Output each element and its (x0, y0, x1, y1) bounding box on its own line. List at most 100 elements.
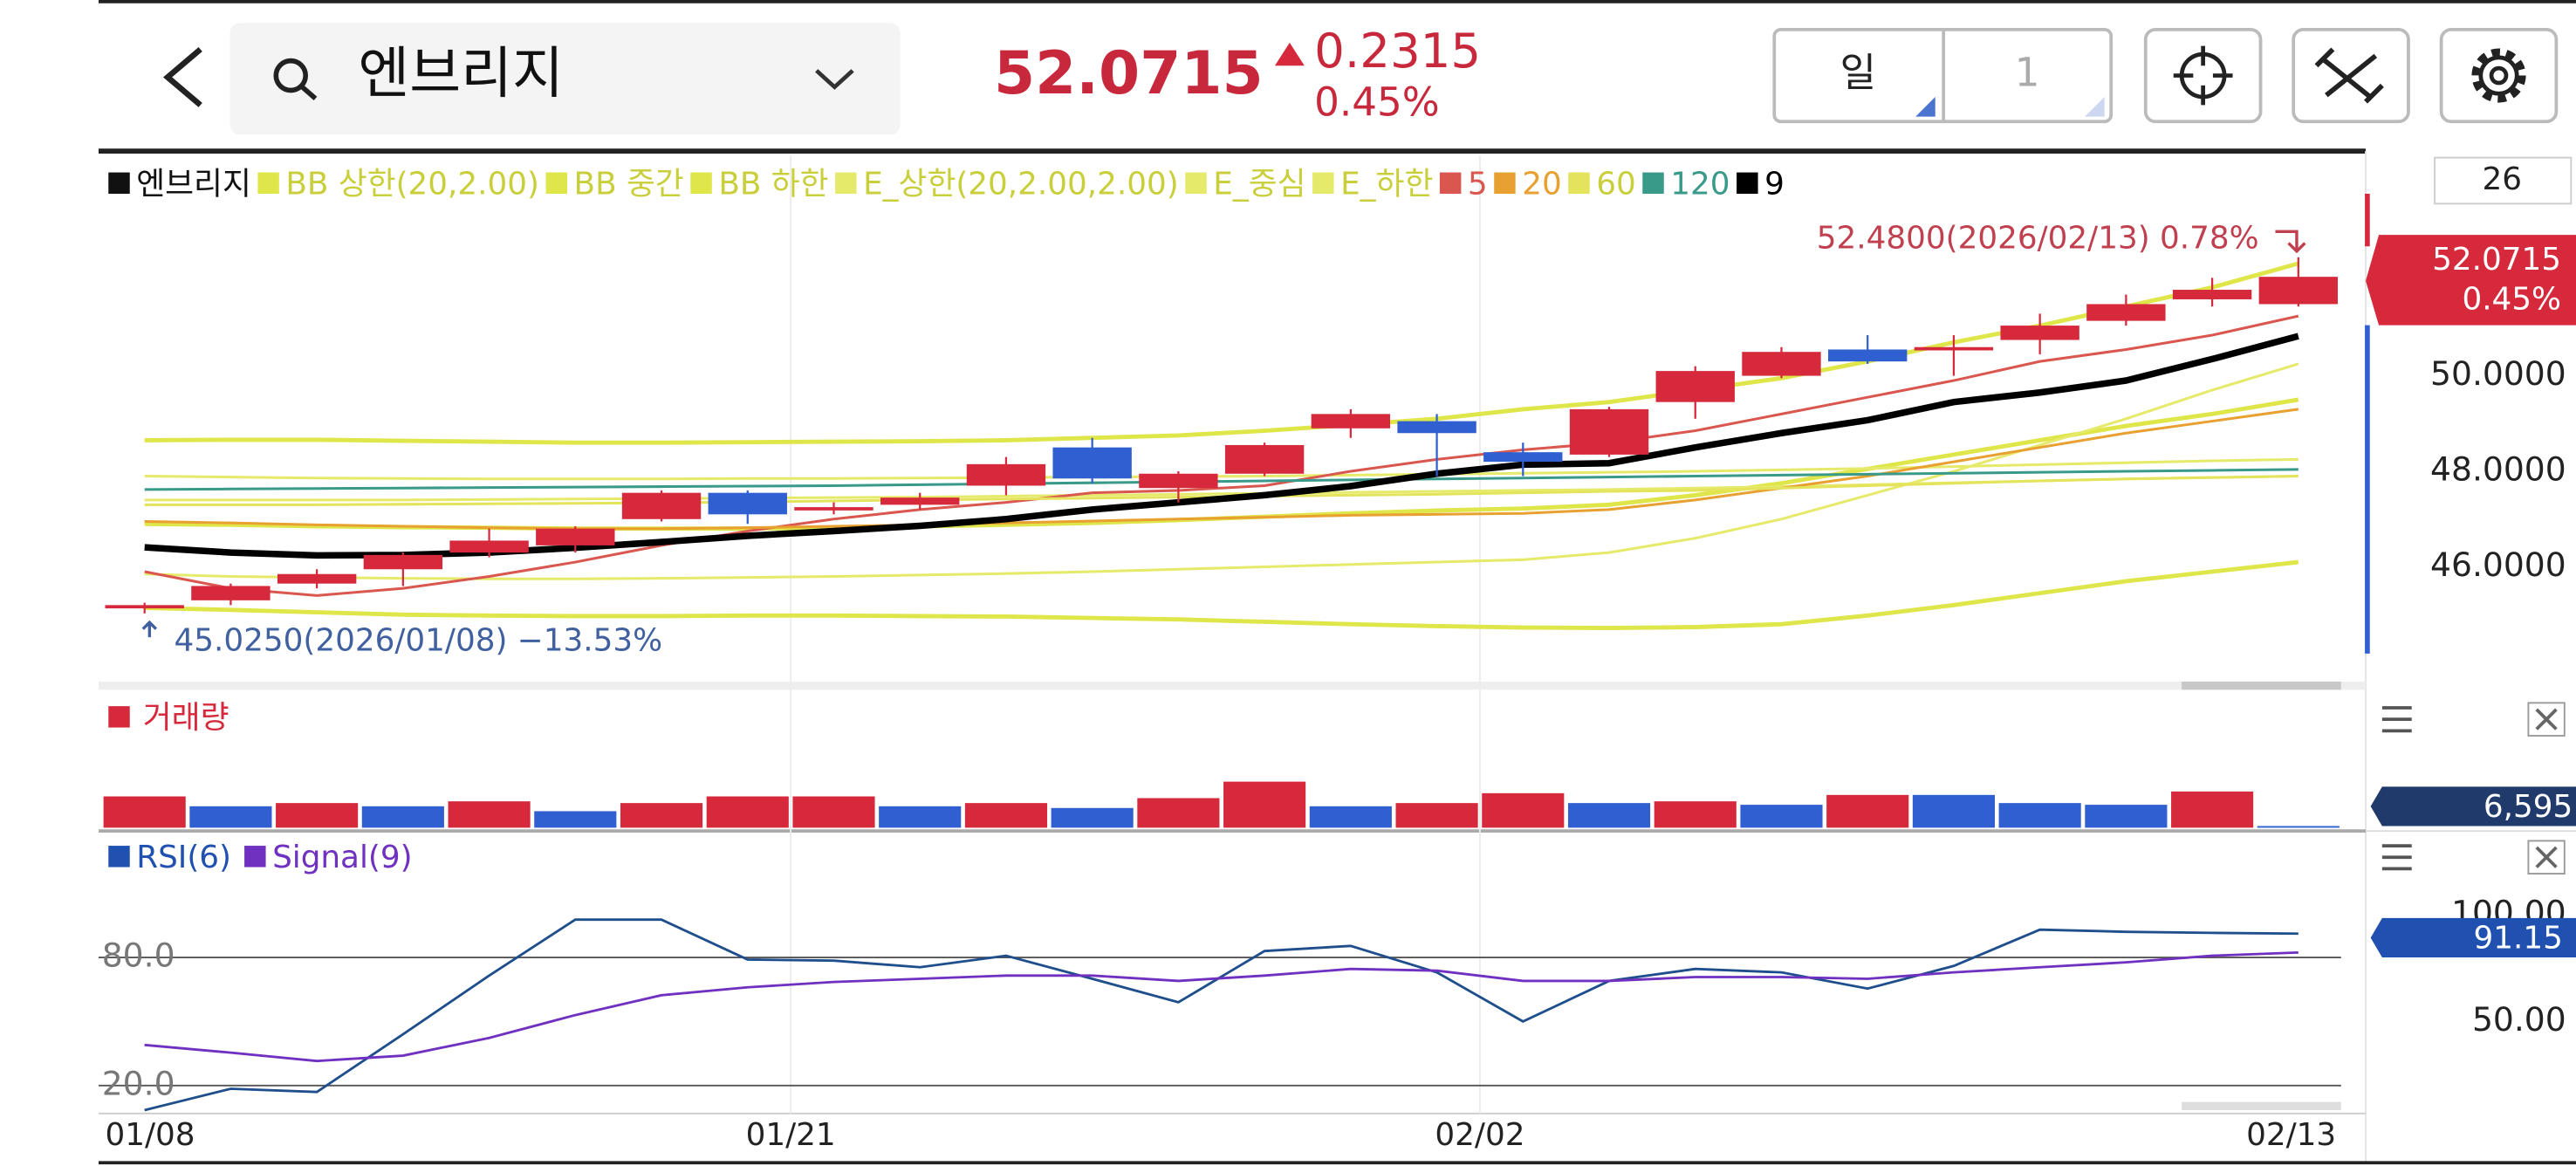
legend-label: RSI(6) (136, 840, 231, 875)
candle-body (1914, 346, 1994, 351)
volume-tag (2370, 786, 2576, 826)
y-tick-label: 80.0 (102, 936, 175, 975)
price-tag-pct: 0.45% (2462, 281, 2561, 317)
volume-bar (1740, 805, 1823, 828)
candle-body (880, 497, 960, 505)
legend-label: BB 하한 (718, 167, 828, 202)
legend-label: BB 중간 (574, 167, 684, 202)
count-box (2434, 156, 2573, 205)
panel-menu[interactable] (2381, 706, 2412, 733)
settings-button[interactable] (2439, 27, 2559, 124)
low-arrow (141, 620, 158, 638)
search-icon (300, 85, 318, 101)
crosshair-button[interactable] (2143, 27, 2263, 124)
volume-bar (792, 796, 875, 828)
volume-bar (1482, 792, 1565, 828)
legend-swatch (244, 846, 266, 868)
y-tick-label: 48.0000 (2430, 450, 2566, 489)
overlay-line (144, 314, 2299, 597)
overlay-line (144, 559, 2299, 631)
panel-close (2535, 846, 2558, 868)
candle-body (191, 586, 271, 600)
legend-label: 거래량 (143, 700, 230, 736)
candle-body (794, 507, 874, 511)
legend-swatch (835, 172, 857, 195)
candle-body (536, 528, 615, 545)
panel-close (2535, 708, 2558, 730)
x-tick-label: 01/21 (746, 1117, 836, 1153)
back-button[interactable] (162, 46, 202, 107)
panel-menu[interactable] (2381, 844, 2412, 871)
volume-bar (189, 806, 272, 828)
dropdown-icon[interactable] (815, 69, 854, 90)
corner-mark (2085, 97, 2105, 117)
low-annotation: 45.0250(2026/01/08) −13.53% (175, 623, 663, 659)
overlay-line (144, 408, 2299, 531)
candle-body (2000, 326, 2079, 340)
candle-body (966, 463, 1046, 486)
rsi-tag-value: 91.15 (2474, 920, 2563, 956)
legend-swatch (1737, 172, 1758, 195)
overlay-line (144, 362, 2299, 580)
x-tick-label: 02/13 (2246, 1117, 2336, 1153)
candle-body (2086, 304, 2166, 321)
legend-swatch (545, 172, 568, 195)
legend-swatch (690, 172, 712, 195)
up-triangle (1274, 42, 1305, 66)
y-tick-label: 20.0 (102, 1064, 175, 1102)
legend-label: Signal(9) (272, 840, 413, 875)
candle-body (1655, 371, 1735, 402)
volume-bar (1223, 781, 1306, 828)
legend-swatch (257, 172, 279, 195)
indicator-line (144, 950, 2299, 1063)
candle-body (1052, 447, 1132, 479)
search-box[interactable] (230, 23, 901, 135)
volume-bar (2171, 791, 2254, 828)
volume-bar (276, 803, 359, 828)
settings-icon (2478, 55, 2519, 96)
legend-label: 120 (1670, 167, 1730, 202)
volume-bar (2085, 805, 2168, 828)
period-count[interactable]: 1 (2015, 50, 2040, 96)
y2-tick-label: 50.00 (2472, 1000, 2566, 1039)
legend-label: E_중심 (1213, 167, 1305, 202)
y-tick-label: 50.0000 (2430, 354, 2566, 393)
legend-swatch (108, 706, 130, 728)
volume-bar (620, 803, 703, 828)
volume-bar (2257, 826, 2340, 828)
scrollbar[interactable] (2182, 681, 2341, 690)
period-button[interactable]: 일 (1840, 50, 1877, 96)
price-tag (2366, 235, 2576, 326)
legend-swatch (1439, 172, 1462, 195)
legend-swatch (108, 172, 130, 195)
volume-bar (1051, 807, 1134, 828)
legend-label: 9 (1764, 167, 1785, 202)
candle-body (1569, 408, 1649, 455)
overlay-line (144, 468, 2299, 491)
volume-bar (448, 801, 531, 828)
scrollbar[interactable] (2182, 1101, 2341, 1111)
indicator-line (144, 918, 2299, 1112)
x-tick-label: 01/08 (105, 1117, 195, 1153)
volume-bar (1395, 803, 1478, 828)
search-text: 엔브리지 (358, 42, 564, 106)
legend-label: E_상한(20,2.00,2.00) (863, 167, 1179, 202)
x-tick-label: 02/02 (1435, 1117, 1524, 1153)
volume-bar (706, 796, 789, 828)
candle-body (363, 554, 443, 570)
corner-mark (1915, 97, 1935, 117)
legend-label: 20 (1522, 167, 1562, 202)
volume-bar (1137, 798, 1220, 828)
candle-body (2172, 290, 2252, 299)
price: 52.0715 (994, 38, 1264, 107)
legend-swatch (1568, 172, 1590, 195)
legend-label: 60 (1596, 167, 1636, 202)
volume-bar (1998, 803, 2081, 828)
volume-bar (964, 803, 1048, 828)
legend-swatch (1642, 172, 1664, 195)
legend-swatch (1494, 172, 1516, 195)
candle-body (277, 573, 357, 584)
candle-body (708, 492, 787, 515)
